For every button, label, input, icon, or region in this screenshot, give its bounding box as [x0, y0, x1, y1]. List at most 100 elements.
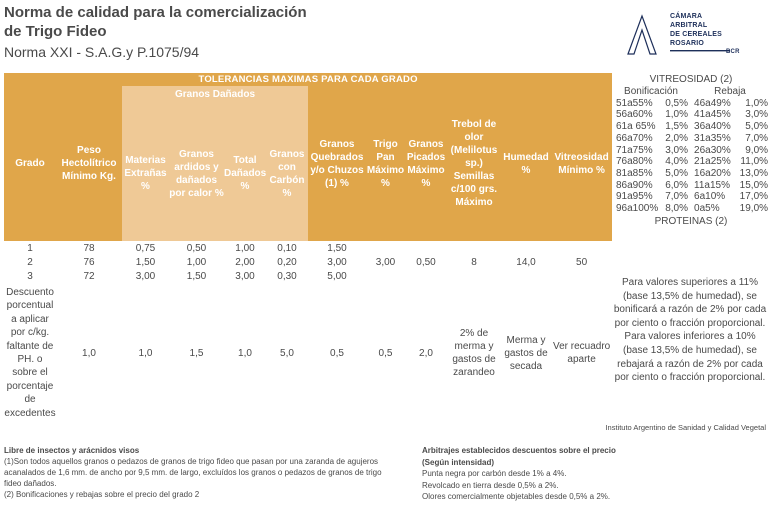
rebaja-range: 26a30% [694, 144, 731, 156]
cell-materias: 3,00 [135, 270, 156, 282]
camara-arbitral-logo-icon [618, 12, 730, 60]
rebaja-range: 36a40% [694, 121, 731, 133]
rebaja-pct: 17,0% [739, 191, 769, 203]
col-trebol: Trebol de olor (Melilotus sp.) Semillas … [447, 86, 501, 241]
descuento-quebrados: 0,5 [330, 347, 344, 359]
arbitraje-line-3: Olores comercialmente objetables desde 0… [422, 492, 611, 501]
logo-text: CÁMARA ARBITRAL DE CEREALES ROSARIO BCR [670, 12, 740, 57]
arbitraje-line-1: Punta negra por carbón desde 1% a 4%. [422, 469, 567, 478]
cell-ardidos: 1,50 [186, 270, 207, 282]
cell-trebol [447, 241, 501, 255]
cell-vitreosidad [551, 269, 612, 283]
page-title: Norma de calidad para la comercializació… [4, 3, 307, 41]
logo-line-5: BCR [726, 49, 740, 55]
rebaja-pct: 15,0% [739, 179, 769, 191]
page-subtitle: Norma XXI - S.A.G.y P.1075/94 [4, 44, 200, 60]
bonif-pct: 7,0% [665, 191, 689, 203]
rebaja-range: 46a49% [694, 97, 731, 109]
descuento-label: Descuento porcentual a aplicar por c/kg.… [4, 286, 56, 419]
vitreosidad-row: 76a80% 4,0% 21a25% 11,0% [612, 156, 770, 168]
footer-heading: Libre de insectos y arácnidos visos [4, 446, 140, 455]
table-row: 3 72 3,00 1,50 3,00 0,30 5,00 [4, 269, 612, 283]
table-row: 1 78 0,75 0,50 1,00 0,10 1,50 [4, 241, 612, 255]
bonif-range: 66a70% [616, 132, 653, 144]
vitreosidad-row: 96a100% 8,0% 0a5% 19,0% [612, 203, 770, 215]
vitreosidad-row: 81a85% 5,0% 16a20% 13,0% [612, 168, 770, 180]
arbitrajes-notes: Arbitrajes establecidos descuentos sobre… [422, 445, 762, 503]
cell-humedad [501, 269, 551, 283]
bonif-range: 91a95% [616, 191, 653, 203]
cell-picados: 0,50 [416, 256, 436, 268]
col-grado: Grado [4, 86, 56, 241]
logo-line-1: CÁMARA [670, 13, 703, 20]
bonif-pct: 3,0% [665, 144, 689, 156]
col-carbon: Granos con Carbón % [266, 106, 308, 241]
vitreosidad-panel: VITREOSIDAD (2) Bonificación Rebaja 51a5… [612, 73, 770, 228]
cell-total: 3,00 [235, 270, 255, 282]
vitreosidad-table: Bonificación Rebaja 51a55% 0,5% 46a49% 1,0%… [612, 86, 770, 215]
bonif-pct: 8,0% [665, 203, 689, 215]
rebaja-pct: 19,0% [739, 203, 769, 215]
rebaja-range: 16a20% [694, 167, 731, 179]
bonif-range: 61a 65% [616, 121, 656, 133]
col-ardidos: Granos ardidos y dañados por calor % [169, 106, 224, 241]
descuento-ardidos: 1,5 [189, 347, 204, 359]
vitreosidad-title: VITREOSIDAD (2) [649, 74, 733, 85]
arbitraje-line-2: Revolcado en tierra desde 0,5% a 2%. [422, 480, 559, 490]
footer-notes: Libre de insectos y arácnidos visos (1)S… [4, 445, 384, 500]
rebaja-range: 0a5% [694, 203, 720, 215]
bonif-range: 56a60% [616, 109, 653, 121]
logo-line-4: ROSARIO [670, 40, 705, 47]
col-total: Total Dañados % [224, 106, 266, 241]
descuento-trigo: 0,5 [378, 347, 393, 359]
proteinas-note: Para valores superiores a 11% (base 13,5… [613, 277, 767, 384]
title-line-2: de Trigo Fideo [4, 23, 107, 40]
col-peso: Peso Hectolítrico Mínimo Kg. [56, 86, 122, 241]
cell-picados [405, 241, 447, 255]
cell-trigo [366, 241, 405, 255]
descuento-row: Descuento porcentual a aplicar por c/kg.… [4, 283, 612, 423]
cell-trebol [447, 269, 501, 283]
rebaja-range: 11a15% [694, 179, 730, 191]
rebaja-pct: 13,0% [739, 167, 769, 179]
cell-grado: 2 [27, 256, 33, 268]
bonif-pct: 1,0% [665, 109, 689, 121]
descuento-picados: 2,0 [419, 347, 433, 359]
tolerancias-table: TOLERANCIAS MAXIMAS PARA CADA GRADO Grad… [4, 73, 613, 423]
logo-line-3: DE CEREALES [670, 31, 722, 38]
footer-note-1: (1)Son todos aquellos granos o pedazos d… [4, 457, 382, 488]
cell-materias: 0,75 [135, 242, 156, 254]
vitreosidad-col-rebaja: Rebaja [714, 86, 746, 97]
descuento-carbon: 5,0 [280, 347, 294, 359]
col-materias: Materias Extrañas % [122, 106, 169, 241]
bonif-range: 86a90% [616, 179, 653, 191]
cell-carbon: 0,30 [277, 270, 297, 282]
bonif-range: 71a75% [616, 144, 653, 156]
cell-grado: 1 [27, 242, 33, 254]
rebaja-pct: 7,0% [745, 132, 769, 144]
title-line-1: Norma de calidad para la comercializació… [4, 4, 307, 21]
bonif-range: 76a80% [616, 156, 653, 168]
vitreosidad-col-bonif: Bonificación [624, 86, 678, 97]
cell-total: 1,00 [235, 242, 255, 254]
arbitrajes-subheading: (Según intensidad) [422, 457, 494, 467]
source-note: Instituto Argentino de Sanidad y Calidad… [605, 423, 766, 432]
rebaja-range: 41a45% [694, 109, 731, 121]
col-vitreosidad: Vitreosidad Mínimo % [551, 86, 613, 241]
rebaja-pct: 3,0% [745, 109, 769, 121]
vitreosidad-row: 56a60% 1,0% 41a45% 3,0% [612, 109, 770, 121]
logo-line-2: ARBITRAL [670, 22, 708, 29]
bonif-pct: 6,0% [665, 179, 689, 191]
cell-humedad: 14,0 [516, 256, 536, 268]
cell-trigo [366, 269, 405, 283]
cell-trebol: 8 [471, 256, 477, 268]
descuento-vitreosidad: Ver recuadro aparte [552, 341, 611, 365]
cell-peso: 76 [83, 256, 95, 268]
col-humedad: Humedad % [501, 86, 551, 241]
bonif-pct: 2,0% [665, 132, 689, 144]
bonif-range: 51a55% [616, 97, 653, 109]
cell-vitreosidad: 50 [576, 256, 588, 268]
descuento-materias: 1,0 [138, 347, 153, 359]
proteinas-title: PROTEINAS (2) [654, 215, 728, 227]
descuento-total: 1,0 [238, 347, 252, 359]
